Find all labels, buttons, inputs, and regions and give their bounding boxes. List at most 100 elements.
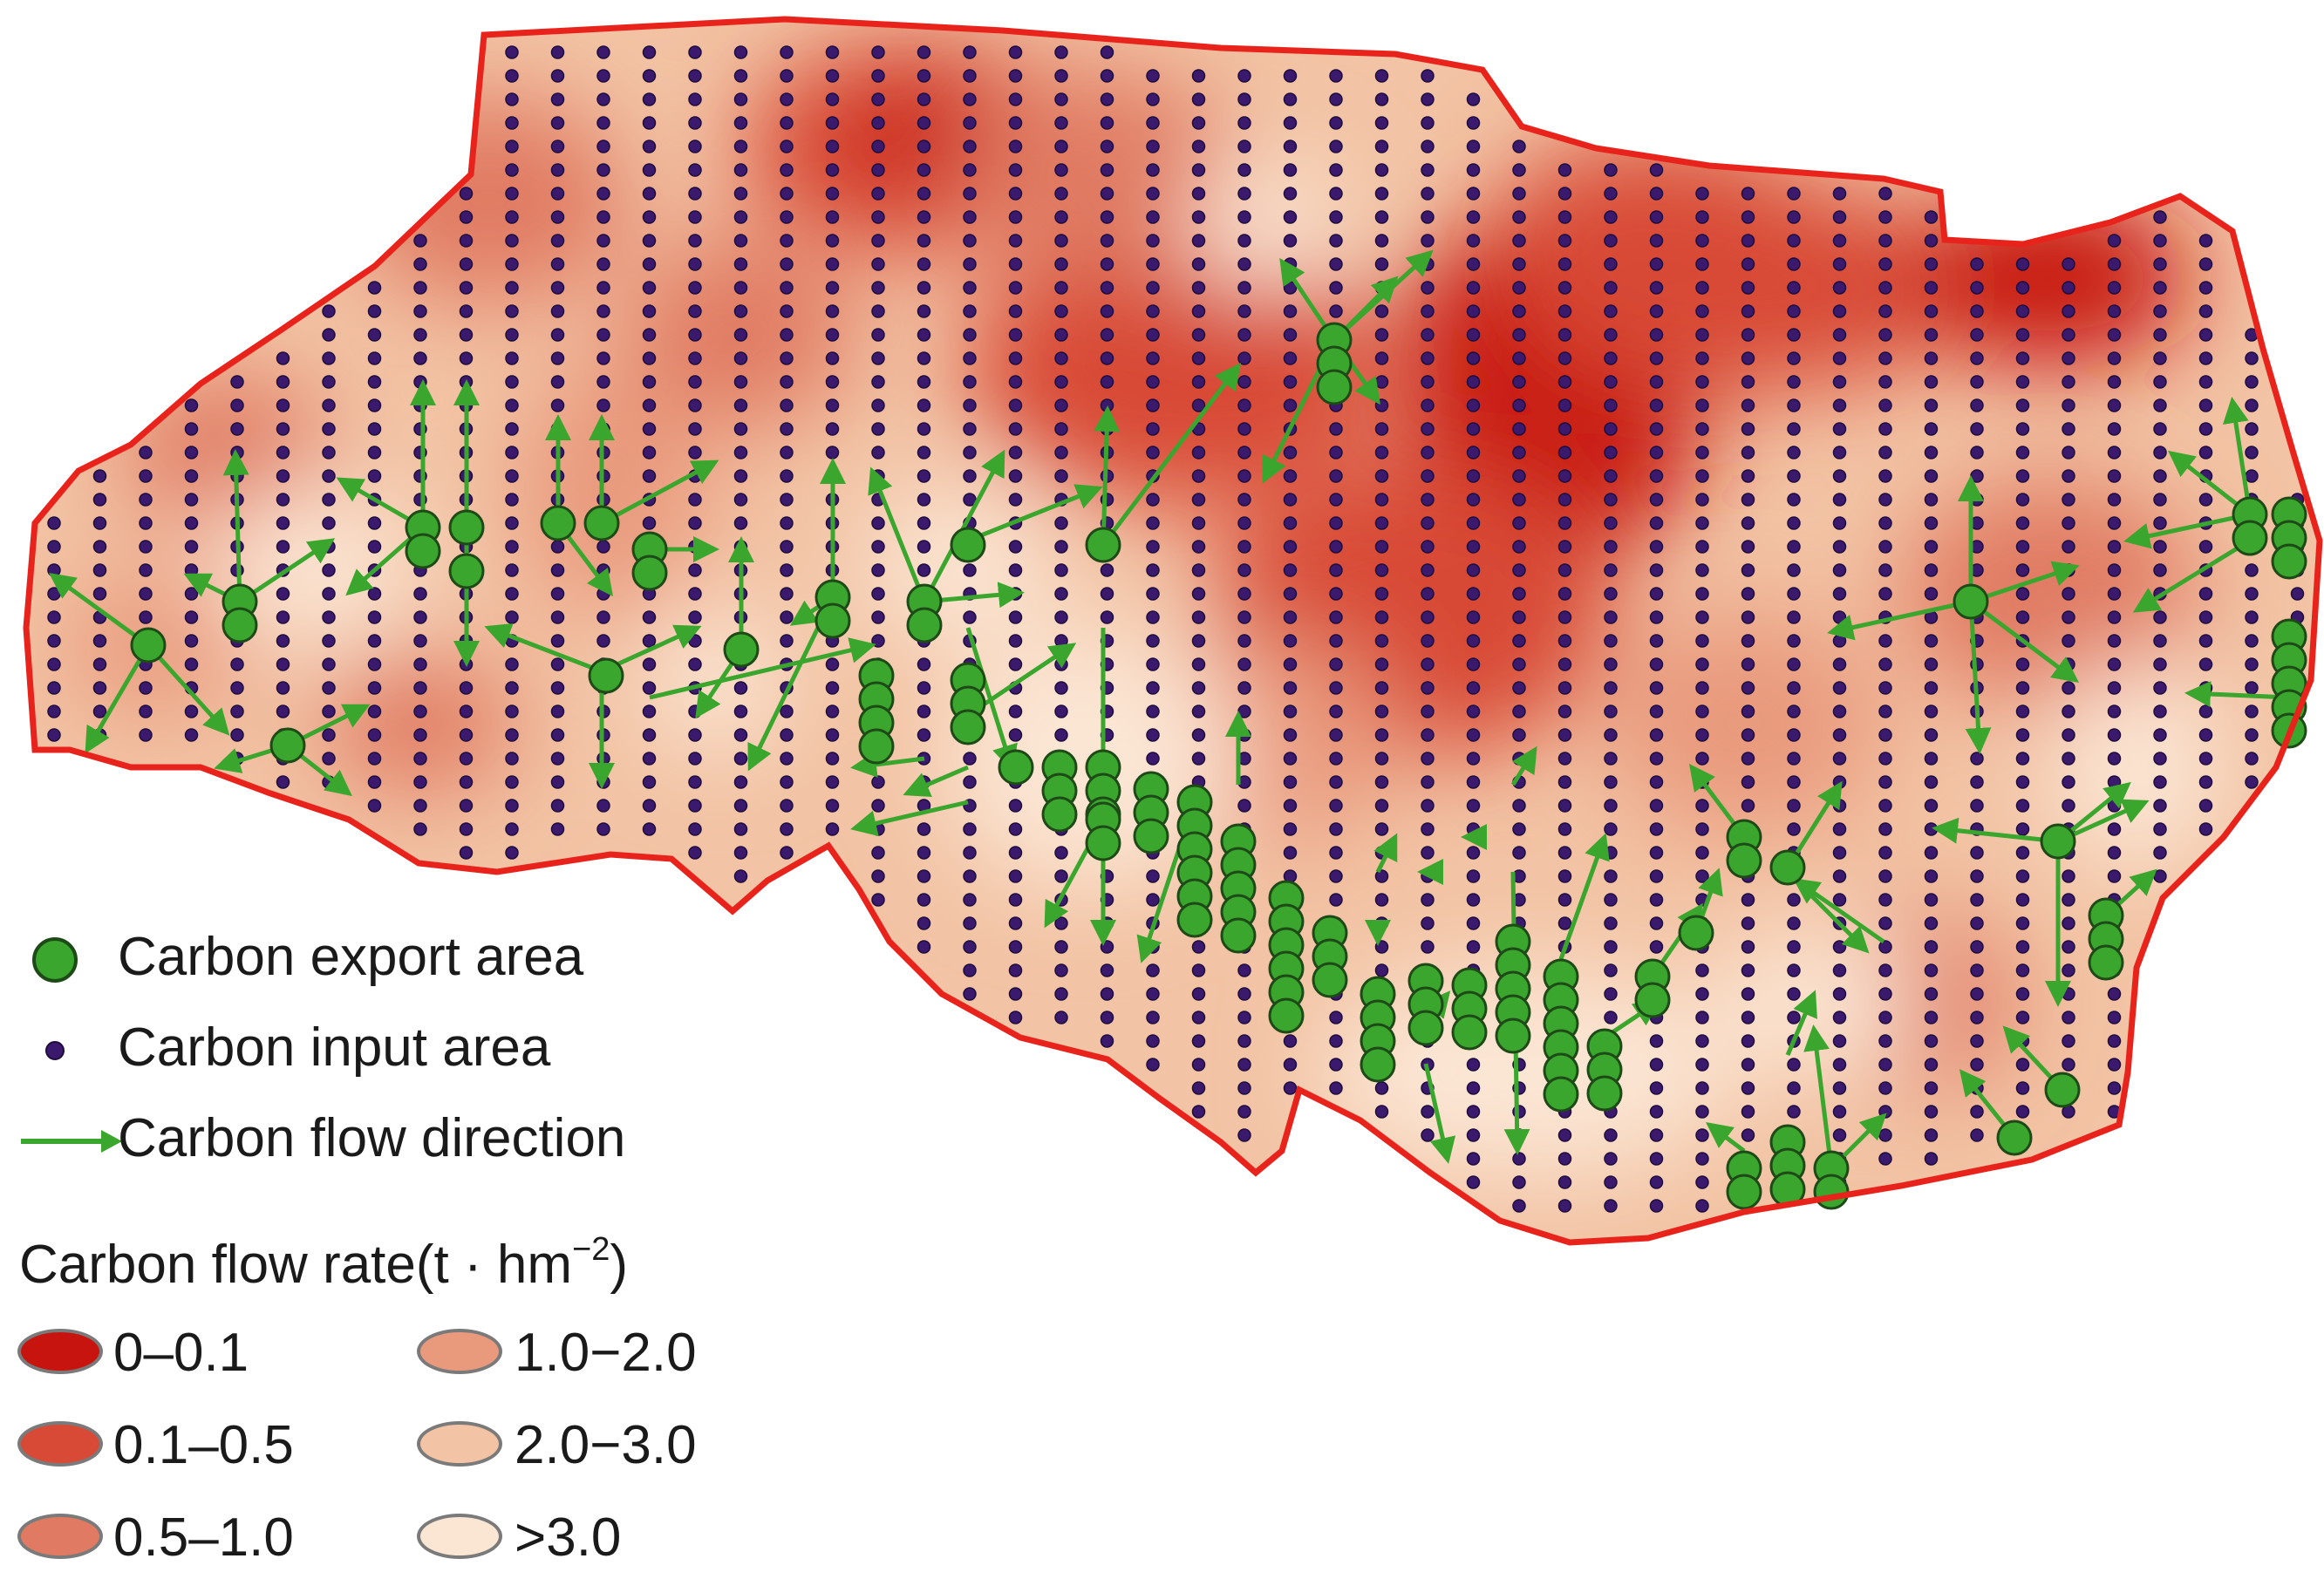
input-point (1374, 92, 1389, 106)
input-point (2015, 893, 2030, 907)
input-point (459, 304, 474, 318)
input-point (413, 799, 427, 813)
input-point (642, 187, 657, 201)
input-point (596, 351, 610, 365)
input-point (2153, 493, 2167, 507)
input-point (1604, 1175, 1618, 1189)
input-point (825, 422, 840, 436)
input-point (733, 516, 748, 530)
input-point (184, 634, 199, 648)
input-point (1237, 398, 1251, 412)
input-point (1832, 704, 1847, 718)
input-point (1512, 257, 1526, 271)
input-point (1557, 257, 1572, 271)
input-point (1466, 752, 1481, 766)
input-point (1832, 681, 1847, 695)
input-point (1374, 775, 1389, 789)
input-point (1970, 775, 1984, 789)
input-point (139, 540, 153, 554)
input-point (1512, 493, 1526, 507)
input-point (184, 398, 199, 412)
input-point (1695, 375, 1709, 389)
input-point (1924, 1058, 1939, 1072)
input-point (322, 469, 336, 483)
export-point (583, 505, 620, 541)
input-point (1741, 940, 1755, 954)
input-point (596, 375, 610, 389)
input-point (1512, 1152, 1526, 1166)
input-point (1557, 752, 1572, 766)
input-point (2245, 752, 2259, 766)
input-point (1421, 728, 1435, 742)
input-point (2198, 398, 2213, 412)
input-point (642, 398, 657, 412)
input-point (825, 752, 840, 766)
input-point (1237, 987, 1251, 1001)
input-point (733, 493, 748, 507)
input-point (1283, 516, 1298, 530)
input-point (1741, 1034, 1755, 1048)
input-point (2107, 281, 2122, 295)
input-point (871, 775, 885, 789)
input-point (1878, 187, 1892, 201)
input-point (963, 210, 977, 224)
input-point (1329, 116, 1343, 130)
input-point (459, 846, 474, 860)
input-point (1146, 563, 1160, 577)
input-point (1649, 328, 1664, 342)
input-point (1466, 163, 1481, 177)
input-point (1649, 657, 1664, 671)
input-point (780, 281, 794, 295)
input-point (1374, 1105, 1389, 1119)
input-point (596, 234, 610, 248)
input-point (1466, 92, 1481, 106)
input-point (1421, 704, 1435, 718)
input-point (871, 69, 885, 83)
input-point (1421, 1128, 1435, 1142)
input-point (596, 281, 610, 295)
input-point (2198, 634, 2213, 648)
input-point (505, 446, 519, 459)
input-point (550, 116, 565, 130)
input-point (825, 116, 840, 130)
input-point (1008, 799, 1023, 813)
input-point (1741, 351, 1755, 365)
input-point (596, 210, 610, 224)
input-point (505, 657, 519, 671)
input-point (825, 681, 840, 695)
input-point (1695, 187, 1709, 201)
class-swatch (417, 1514, 502, 1559)
input-point (1787, 375, 1801, 389)
input-point (1237, 799, 1251, 813)
purple-dot-icon (45, 1041, 65, 1060)
input-point (2107, 752, 2122, 766)
input-point (1191, 728, 1206, 742)
input-point (780, 328, 794, 342)
input-point (1557, 446, 1572, 459)
input-point (1695, 1081, 1709, 1095)
input-point (2107, 634, 2122, 648)
export-point (405, 533, 441, 569)
input-point (1787, 610, 1801, 624)
input-point (1283, 775, 1298, 789)
input-point (550, 351, 565, 365)
export-point (631, 555, 668, 591)
input-point (1787, 1105, 1801, 1119)
input-point (1191, 469, 1206, 483)
input-point (1695, 799, 1709, 813)
input-point (1832, 728, 1847, 742)
input-point (1604, 822, 1618, 836)
input-point (92, 587, 107, 601)
input-point (1512, 728, 1526, 742)
input-point (1237, 69, 1251, 83)
input-point (1741, 704, 1755, 718)
input-point (1970, 987, 1984, 1001)
input-point (642, 116, 657, 130)
input-point (917, 398, 931, 412)
input-point (1787, 963, 1801, 977)
input-point (505, 516, 519, 530)
input-point (1466, 799, 1481, 813)
input-point (1741, 469, 1755, 483)
rate-zone (1186, 166, 1343, 288)
input-point (1557, 587, 1572, 601)
